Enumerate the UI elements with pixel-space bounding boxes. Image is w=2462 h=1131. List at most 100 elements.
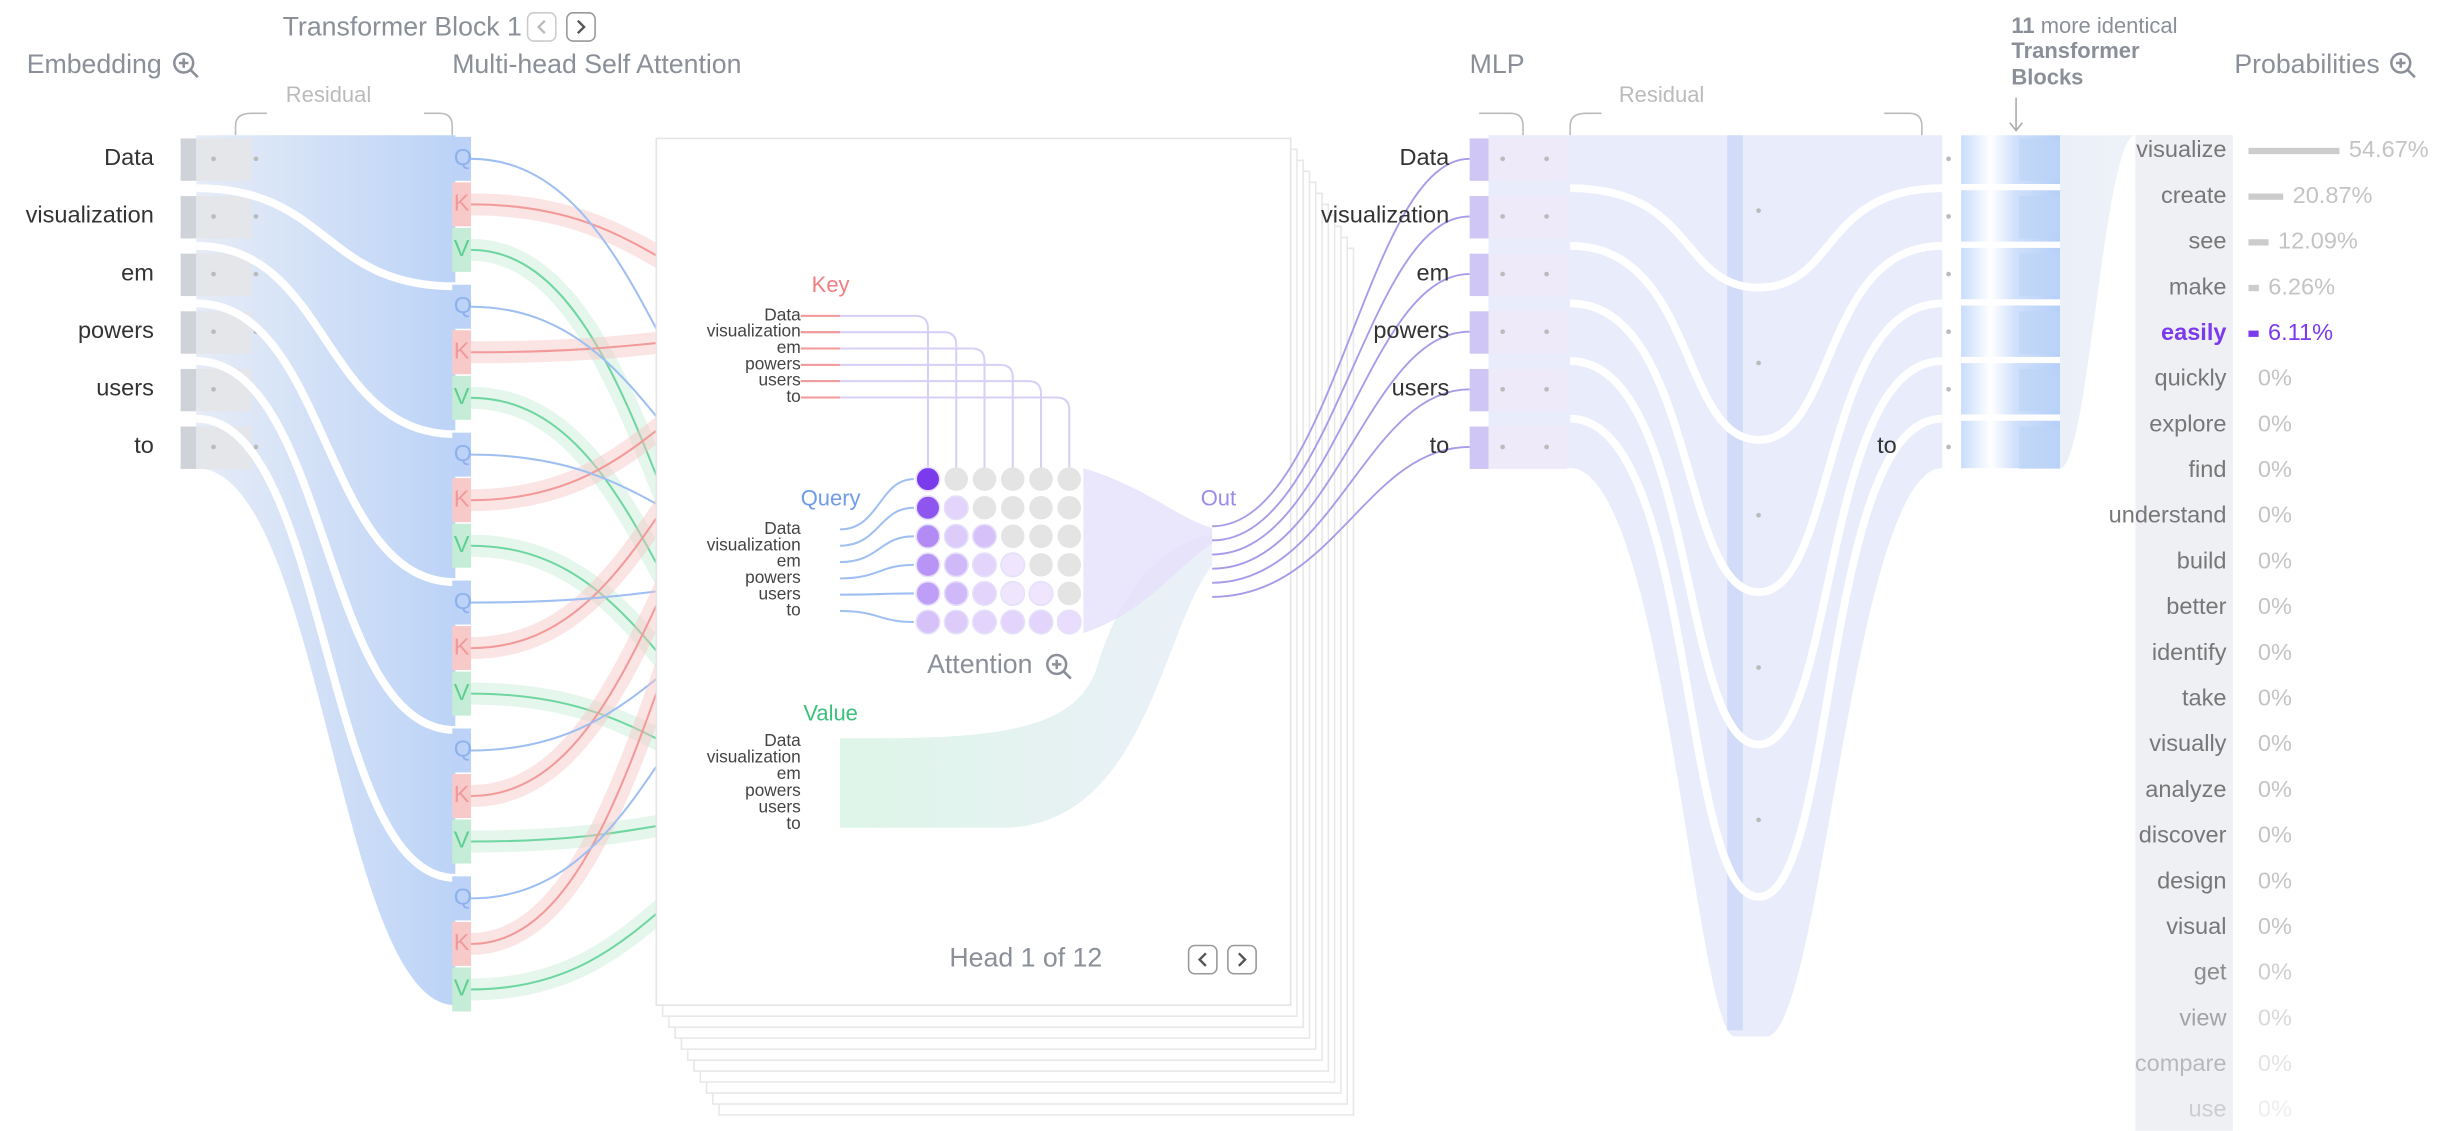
attention-masked (1029, 553, 1053, 577)
dot (1946, 386, 1951, 392)
dot (253, 156, 259, 162)
dot (1544, 329, 1549, 335)
attention-masked (972, 495, 997, 520)
prob-word: easily (2161, 319, 2226, 345)
prob-bar (2248, 239, 2269, 246)
prob-word: analyze (2145, 776, 2226, 802)
value-token: users (759, 796, 802, 816)
prob-label: 0% (2258, 867, 2292, 893)
qkv-cell (452, 478, 472, 523)
prob-word: explore (2149, 410, 2226, 436)
prob-word: get (2194, 959, 2227, 985)
attention-weight (915, 523, 941, 549)
attention-vector (1469, 196, 1489, 239)
qkv-label: Q (454, 144, 472, 170)
token: visualization (26, 202, 154, 228)
block-column (2019, 426, 2061, 469)
next-block[interactable] (566, 12, 596, 42)
next-head[interactable] (1227, 944, 1257, 975)
qkv-cell (452, 626, 472, 671)
separator (1570, 184, 1943, 292)
residual-label: Residual (1619, 82, 1704, 107)
embedding-vector (180, 311, 197, 354)
qkv-label: V (454, 679, 470, 705)
query-token: users (759, 583, 802, 603)
embedding-title: Embedding (27, 49, 162, 79)
prev-block[interactable] (526, 12, 557, 42)
key-connector (800, 380, 1043, 469)
query-connector (840, 592, 914, 596)
prob-word: use (2189, 1096, 2227, 1122)
key-connector (800, 363, 1014, 469)
key-token: to (786, 386, 800, 406)
block-column (2019, 138, 2061, 181)
separator (196, 241, 456, 439)
attention-masked (1057, 581, 1082, 606)
prob-bar (2248, 147, 2340, 155)
prob-word: view (2179, 1004, 2227, 1030)
separator (196, 299, 456, 587)
value-token: em (777, 763, 801, 783)
separator (1569, 414, 1943, 901)
dot (1946, 444, 1951, 450)
dot (1756, 817, 1761, 823)
mlp-cell (1488, 253, 1568, 297)
dot (1544, 156, 1549, 162)
prev-head[interactable] (1187, 944, 1218, 975)
qkv-label: V (454, 975, 470, 1001)
out-line (1212, 273, 1470, 556)
prob-label: 0% (2258, 639, 2292, 665)
embedding-vector (180, 426, 197, 469)
dot (1500, 214, 1505, 219)
qkv-cell (452, 671, 472, 716)
prob-label: 0% (2258, 502, 2292, 528)
dot (253, 271, 259, 277)
attention-masked (1029, 495, 1053, 520)
token: powers (78, 317, 154, 343)
embedding-cell (196, 426, 252, 469)
mlp-title: MLP (1470, 49, 1525, 79)
prob-label: 0% (2258, 1096, 2292, 1122)
value-token: visualization (707, 747, 801, 767)
output-token: to (1877, 432, 1897, 458)
prob-label: 0% (2258, 410, 2292, 436)
attention-weight (915, 552, 941, 578)
block-title: Transformer Block 1 (283, 12, 522, 42)
dot (1756, 665, 1761, 670)
qkv-label: V (454, 827, 470, 853)
attention-masked (1000, 467, 1025, 491)
more-blocks: Blocks (2011, 65, 2083, 90)
key-title: Key (812, 272, 850, 297)
prob-label: 20.87% (2293, 182, 2373, 208)
separator (1570, 241, 1943, 444)
more-blocks: 11 more identical (2011, 13, 2177, 38)
prob-label: 0% (2258, 913, 2292, 939)
mlp-cell (1488, 426, 1568, 469)
key-connector (800, 331, 958, 469)
query-connector (840, 506, 914, 547)
value-token: to (786, 813, 800, 833)
zoom-attention[interactable] (1046, 653, 1072, 680)
zoom-embedding[interactable] (173, 52, 199, 79)
embedding-cell (196, 253, 252, 297)
query-connector (840, 610, 914, 624)
prob-bar (2248, 330, 2259, 337)
token: to (134, 432, 154, 458)
attention-weight (1000, 552, 1026, 578)
qkv-label: Q (454, 588, 472, 614)
more-text: more identical (2041, 13, 2178, 38)
query-token: visualization (707, 534, 801, 554)
qkv-cell (452, 819, 472, 864)
dot (211, 329, 216, 335)
dot (1756, 360, 1761, 366)
dot (1946, 329, 1951, 335)
attention-weight (915, 466, 941, 492)
dot (1500, 444, 1505, 450)
dot (1500, 329, 1505, 335)
zoom-probabilities[interactable] (2390, 52, 2416, 79)
attention-vector (1469, 138, 1489, 181)
prob-word: design (2157, 867, 2226, 893)
prob-label: 0% (2258, 547, 2292, 573)
attention-weight (1056, 609, 1082, 635)
embedding-vector (180, 253, 197, 297)
